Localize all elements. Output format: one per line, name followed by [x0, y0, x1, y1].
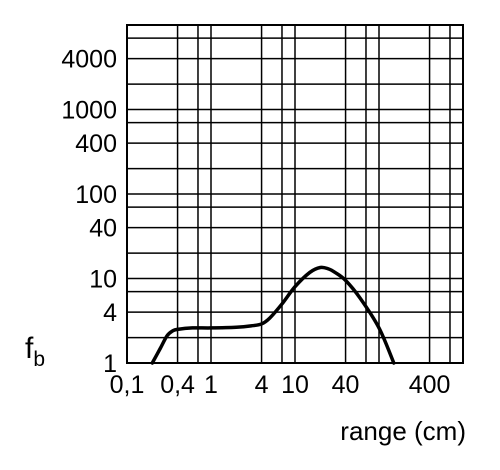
series-layer — [150, 265, 396, 365]
x-tick-label: 4 — [255, 371, 269, 399]
y-tick-label: 400 — [75, 130, 117, 158]
x-tick-label: 10 — [281, 371, 309, 399]
y-tick-label: 100 — [75, 181, 117, 209]
y-axis-label-main: f — [25, 332, 34, 365]
grid-lines — [127, 25, 463, 363]
x-axis-label: range (cm) — [340, 416, 466, 446]
y-tick-label: 40 — [89, 215, 117, 243]
x-tick-label: 400 — [409, 371, 451, 399]
y-tick-label: 1000 — [61, 97, 117, 125]
y-tick-labels: 1 4 10 40 100 400 1000 4000 — [61, 46, 117, 378]
y-axis-label-subscript: b — [33, 348, 45, 371]
y-tick-label: 10 — [89, 266, 117, 294]
x-tick-label: 40 — [332, 371, 360, 399]
x-tick-label: 1 — [204, 371, 218, 399]
y-tick-label: 1 — [103, 350, 117, 378]
y-axis-label: fb — [25, 332, 45, 371]
plot-frame — [126, 24, 464, 364]
x-tick-labels: 0,1 0,4 1 4 10 40 400 — [110, 371, 451, 399]
y-tick-label: 4 — [103, 299, 117, 327]
y-tick-label: 4000 — [61, 46, 117, 74]
x-tick-label: 0,1 — [110, 371, 145, 399]
x-tick-label: 0,4 — [160, 371, 195, 399]
series-line — [150, 265, 396, 365]
